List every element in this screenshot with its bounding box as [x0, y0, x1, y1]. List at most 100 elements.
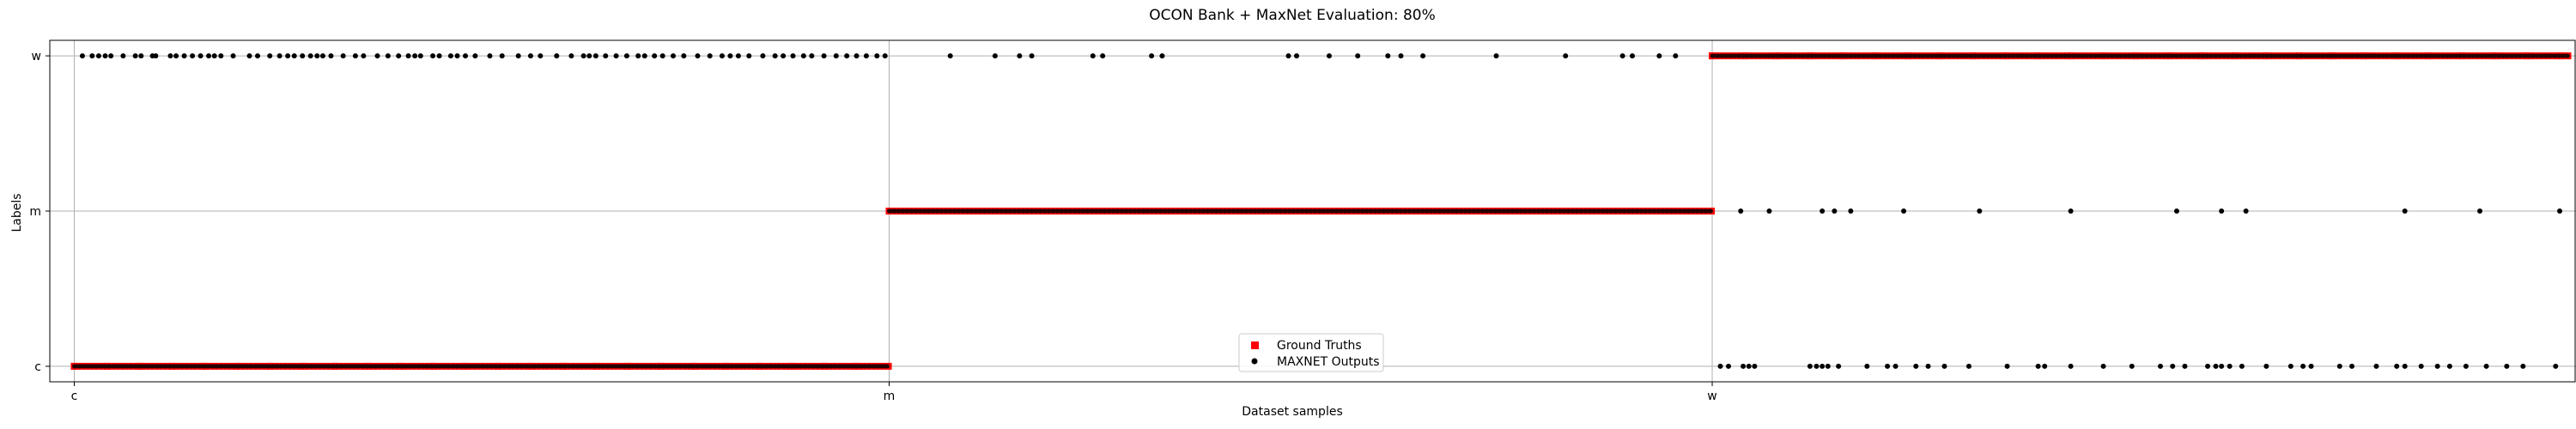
maxnet-output-point — [2504, 363, 2510, 369]
maxnet-output-point — [1385, 53, 1391, 59]
maxnet-output-point — [463, 53, 469, 59]
maxnet-output-point — [328, 53, 334, 59]
maxnet-output-point — [800, 53, 806, 59]
maxnet-output-point — [181, 53, 187, 59]
maxnet-output-point — [2349, 363, 2355, 369]
maxnet-output-point — [1398, 53, 1404, 59]
maxnet-output-point — [1420, 53, 1426, 59]
maxnet-output-point — [790, 53, 796, 59]
y-axis-label: Labels — [10, 193, 24, 232]
maxnet-output-point — [695, 53, 701, 59]
maxnet-output-point — [1825, 363, 1831, 369]
maxnet-output-point — [1726, 363, 1732, 369]
maxnet-output-point — [2227, 363, 2233, 369]
maxnet-output-point — [2308, 363, 2314, 369]
maxnet-output-point — [1563, 53, 1569, 59]
maxnet-output-point — [613, 53, 619, 59]
maxnet-output-point — [772, 53, 778, 59]
y-tick-label: w — [32, 50, 41, 63]
maxnet-output-point — [760, 53, 766, 59]
maxnet-output-point — [603, 53, 609, 59]
y-tick-label: c — [34, 360, 41, 374]
maxnet-output-point — [1766, 208, 1772, 214]
maxnet-output-point — [1656, 53, 1662, 59]
maxnet-output-point — [1630, 53, 1636, 59]
maxnet-output-point — [1326, 53, 1332, 59]
maxnet-output-point — [218, 53, 224, 59]
maxnet-output-point — [863, 53, 869, 59]
maxnet-output-point — [2068, 208, 2074, 214]
maxnet-output-point — [1752, 363, 1758, 369]
maxnet-output-point — [659, 53, 665, 59]
maxnet-output-point — [2446, 363, 2452, 369]
maxnet-output-point — [1741, 363, 1747, 369]
maxnet-output-point — [2100, 363, 2106, 369]
maxnet-output-point — [1717, 363, 1723, 369]
maxnet-output-point — [2170, 363, 2176, 369]
maxnet-output-point — [153, 53, 159, 59]
maxnet-output-point — [1864, 363, 1870, 369]
x-axis-label: Dataset samples — [1242, 405, 1342, 419]
maxnet-output-point — [554, 53, 560, 59]
maxnet-output-point — [230, 53, 236, 59]
maxnet-output-point — [2263, 363, 2269, 369]
maxnet-output-point — [454, 53, 460, 59]
legend-label-ground-truths: Ground Truths — [1277, 339, 1362, 353]
maxnet-output-point — [352, 53, 358, 59]
maxnet-output-point — [2213, 363, 2219, 369]
maxnet-output-point — [681, 53, 687, 59]
maxnet-output-point — [374, 53, 380, 59]
maxnet-output-point — [2394, 363, 2400, 369]
maxnet-output-point — [809, 53, 815, 59]
maxnet-output-point — [430, 53, 436, 59]
maxnet-output-point — [623, 53, 629, 59]
maxnet-output-point — [2434, 363, 2440, 369]
maxnet-output-point — [592, 53, 598, 59]
maxnet-output-point — [1965, 363, 1971, 369]
maxnet-output-point — [641, 53, 647, 59]
maxnet-output-point — [1977, 208, 1983, 214]
maxnet-output-point — [1619, 53, 1625, 59]
maxnet-output-point — [1901, 208, 1907, 214]
maxnet-output-point — [405, 53, 411, 59]
maxnet-output-point — [2477, 208, 2483, 214]
maxnet-output-point — [1832, 208, 1838, 214]
maxnet-output-point — [1493, 53, 1499, 59]
maxnet-output-point — [568, 53, 574, 59]
maxnet-output-point — [1673, 53, 1679, 59]
maxnet-output-point — [173, 53, 179, 59]
maxnet-output-point — [844, 53, 850, 59]
maxnet-output-point — [652, 53, 658, 59]
maxnet-output-point — [246, 53, 252, 59]
maxnet-output-point — [2553, 363, 2559, 369]
maxnet-output-point — [992, 53, 998, 59]
maxnet-output-point — [79, 53, 85, 59]
maxnet-output-point — [2182, 363, 2188, 369]
maxnet-output-point — [2068, 363, 2074, 369]
maxnet-output-point — [89, 53, 95, 59]
chart-title: OCON Bank + MaxNet Evaluation: 80% — [1149, 7, 1436, 24]
maxnet-output-point — [314, 53, 320, 59]
maxnet-output-point — [1017, 53, 1023, 59]
maxnet-output-point — [586, 53, 592, 59]
maxnet-output-point — [436, 53, 442, 59]
maxnet-output-point — [538, 53, 544, 59]
maxnet-output-point — [2463, 363, 2469, 369]
maxnet-output-point — [120, 53, 126, 59]
maxnet-output-point — [781, 53, 787, 59]
maxnet-output-point — [1294, 53, 1300, 59]
maxnet-output-point — [102, 53, 108, 59]
maxnet-output-point — [487, 53, 493, 59]
maxnet-output-point — [1355, 53, 1361, 59]
maxnet-output-point — [1848, 208, 1854, 214]
maxnet-output-point — [719, 53, 725, 59]
maxnet-output-point — [1285, 53, 1291, 59]
maxnet-output-point — [2042, 363, 2048, 369]
maxnet-output-point — [267, 53, 273, 59]
maxnet-output-point — [1814, 363, 1820, 369]
maxnet-output-point — [412, 53, 418, 59]
maxnet-output-point — [255, 53, 261, 59]
maxnet-output-point — [2173, 208, 2179, 214]
maxnet-output-point — [580, 53, 586, 59]
maxnet-output-point — [746, 53, 752, 59]
